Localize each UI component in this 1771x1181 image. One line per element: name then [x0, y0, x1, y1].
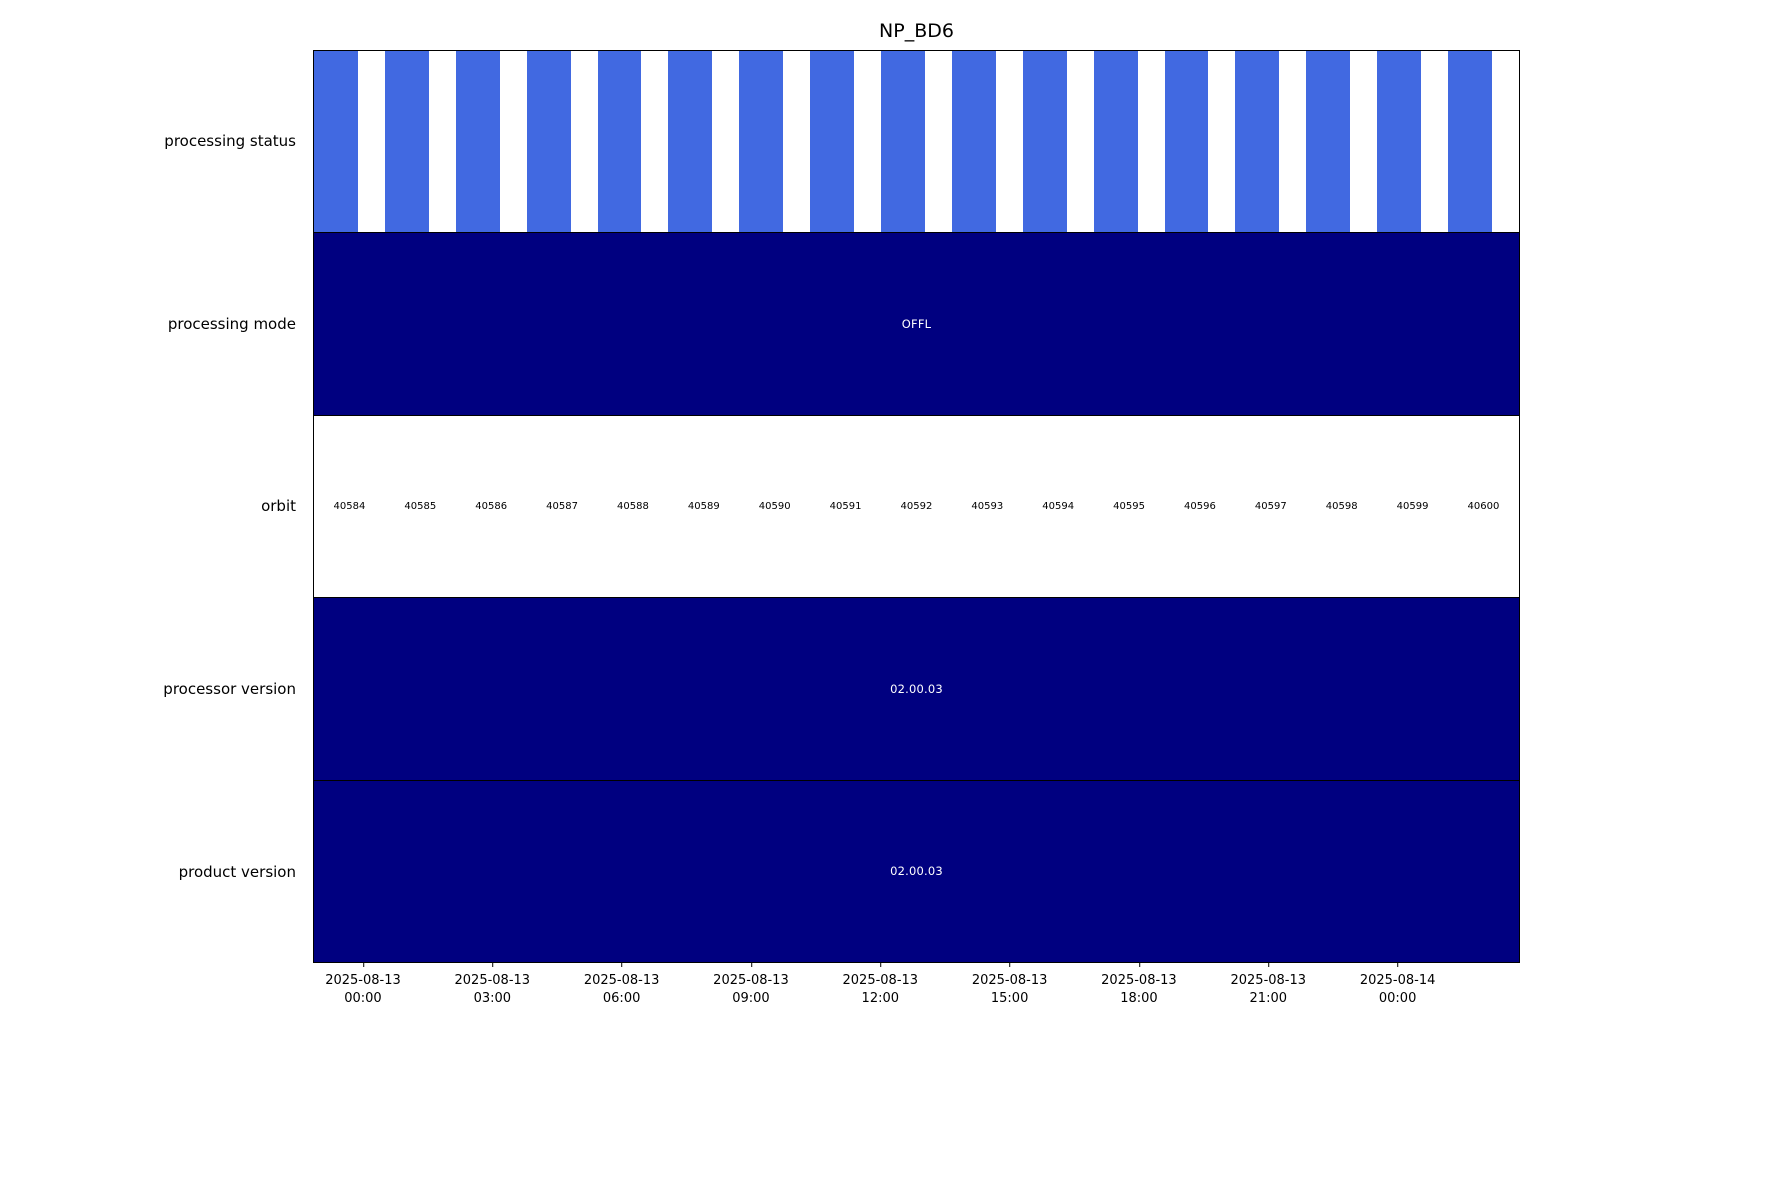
status-segment: [314, 51, 385, 233]
x-tick-time: 00:00: [1378, 991, 1417, 1007]
status-bar: [526, 51, 571, 233]
status-bar: [1022, 51, 1067, 233]
x-tick-time: 18:00: [1120, 991, 1158, 1007]
status-segment: [1235, 51, 1306, 233]
status-bar: [1306, 51, 1351, 233]
status-bar: [1093, 51, 1138, 233]
status-segment: [455, 51, 527, 233]
x-tick-time: 21:00: [1249, 991, 1287, 1007]
x-tick-date: 2025-08-13: [583, 973, 660, 988]
x-tick-date: 2025-08-13: [971, 973, 1048, 988]
row-label-orbit: orbit: [261, 497, 296, 516]
value-product-version: 02.00.03: [890, 864, 943, 879]
orbit-cell: 40584: [333, 501, 366, 513]
x-tick-time: 03:00: [473, 991, 512, 1007]
x-tick-date: 2025-08-13: [325, 973, 401, 988]
orbit-cell: 40591: [829, 501, 862, 513]
orbit-cell: 40586: [475, 501, 508, 513]
status-segment: [668, 51, 739, 233]
value-processing-mode: OFFL: [901, 317, 932, 332]
row-processing-mode: OFFL: [314, 232, 1519, 415]
status-bar: [810, 51, 855, 233]
status-bar: [951, 51, 996, 233]
status-bar: [455, 51, 500, 233]
x-axis: 2025-08-13 00:00 2025-08-13 03:00 2025-08-13…: [313, 963, 1520, 1018]
x-tick-label: 2025-08-13 18:00: [1101, 963, 1177, 1008]
x-tick-label: 2025-08-13 12:00: [842, 963, 919, 1008]
status-segment: [739, 51, 810, 233]
x-tick-label: 2025-08-13 03:00: [454, 963, 531, 1008]
status-bar: [1448, 51, 1492, 233]
orbit-cell: 40590: [758, 501, 791, 513]
x-tick-date: 2025-08-13: [713, 973, 789, 988]
plot-area: OFFL 40584 40585 40586 40587 40588 40589 40590 4…: [313, 50, 1520, 963]
x-tick-date: 2025-08-13: [454, 973, 531, 988]
status-bar: [1377, 51, 1422, 233]
row-product-version: 02.00.03: [314, 779, 1519, 962]
status-bar: [597, 51, 642, 233]
status-bar: [1235, 51, 1280, 233]
value-processor-version: 02.00.03: [890, 681, 943, 696]
orbit-cell: 40585: [404, 501, 437, 513]
row-orbit: 40584 40585 40586 40587 40588 40589 40590 40591…: [314, 414, 1519, 598]
orbit-cell: 40596: [1184, 501, 1216, 513]
status-segment: [384, 51, 456, 233]
row-label-processing-status: processing status: [164, 132, 296, 151]
x-tick-label: 2025-08-14 00:00: [1359, 963, 1436, 1008]
x-tick-time: 00:00: [344, 991, 382, 1007]
status-segment: [881, 51, 952, 233]
x-tick-date: 2025-08-13: [842, 973, 919, 988]
row-label-product-version: product version: [178, 862, 296, 881]
status-segment: [951, 51, 1023, 233]
status-segment: [597, 51, 669, 233]
orbit-cell: 40599: [1396, 501, 1429, 513]
status-bar: [739, 51, 784, 233]
orbit-cell: 40594: [1042, 501, 1075, 513]
orbit-cell: 40598: [1325, 501, 1358, 513]
x-tick-date: 2025-08-14: [1359, 973, 1436, 988]
status-segment: [1377, 51, 1448, 233]
status-segment: [1306, 51, 1377, 233]
orbit-cell: 40597: [1254, 501, 1287, 513]
orbit-cell: 40587: [546, 501, 578, 513]
orbit-cell: 40600: [1467, 501, 1500, 513]
row-processor-version: 02.00.03: [314, 597, 1519, 780]
x-tick-date: 2025-08-13: [1230, 973, 1307, 988]
x-tick-time: 09:00: [732, 991, 770, 1007]
status-segment: [1093, 51, 1165, 233]
status-segment: [810, 51, 881, 233]
x-tick-time: 06:00: [602, 991, 641, 1007]
orbit-cell: 40589: [687, 501, 720, 513]
status-bar: [384, 51, 429, 233]
status-bar: [1164, 51, 1209, 233]
status-bar: [881, 51, 925, 233]
status-segment: [1448, 51, 1519, 233]
row-labels: processing status processing mode orbit pro…: [0, 50, 305, 963]
x-tick-label: 2025-08-13 21:00: [1230, 963, 1306, 1008]
x-tick-label: 2025-08-13 06:00: [583, 963, 660, 1008]
x-tick-date: 2025-08-13: [1101, 973, 1177, 988]
chart-title: NP_BD6: [879, 20, 954, 42]
x-tick-label: 2025-08-13 09:00: [713, 963, 789, 1008]
status-segment: [1164, 51, 1236, 233]
orbit-cell: 40595: [1113, 501, 1145, 513]
status-bar: [668, 51, 713, 233]
x-tick-label: 2025-08-13 00:00: [325, 963, 401, 1008]
orbit-cell: 40593: [971, 501, 1004, 513]
row-label-processor-version: processor version: [163, 680, 296, 699]
status-bar: [314, 51, 358, 233]
row-processing-status: [314, 51, 1519, 233]
x-tick-time: 12:00: [861, 991, 900, 1007]
orbit-cell: 40592: [900, 501, 933, 513]
status-segment: [526, 51, 598, 233]
x-tick-label: 2025-08-13 15:00: [971, 963, 1048, 1008]
status-segment: [1022, 51, 1094, 233]
x-tick-time: 15:00: [990, 991, 1029, 1007]
orbit-cell: 40588: [617, 501, 649, 513]
row-label-processing-mode: processing mode: [167, 314, 296, 333]
